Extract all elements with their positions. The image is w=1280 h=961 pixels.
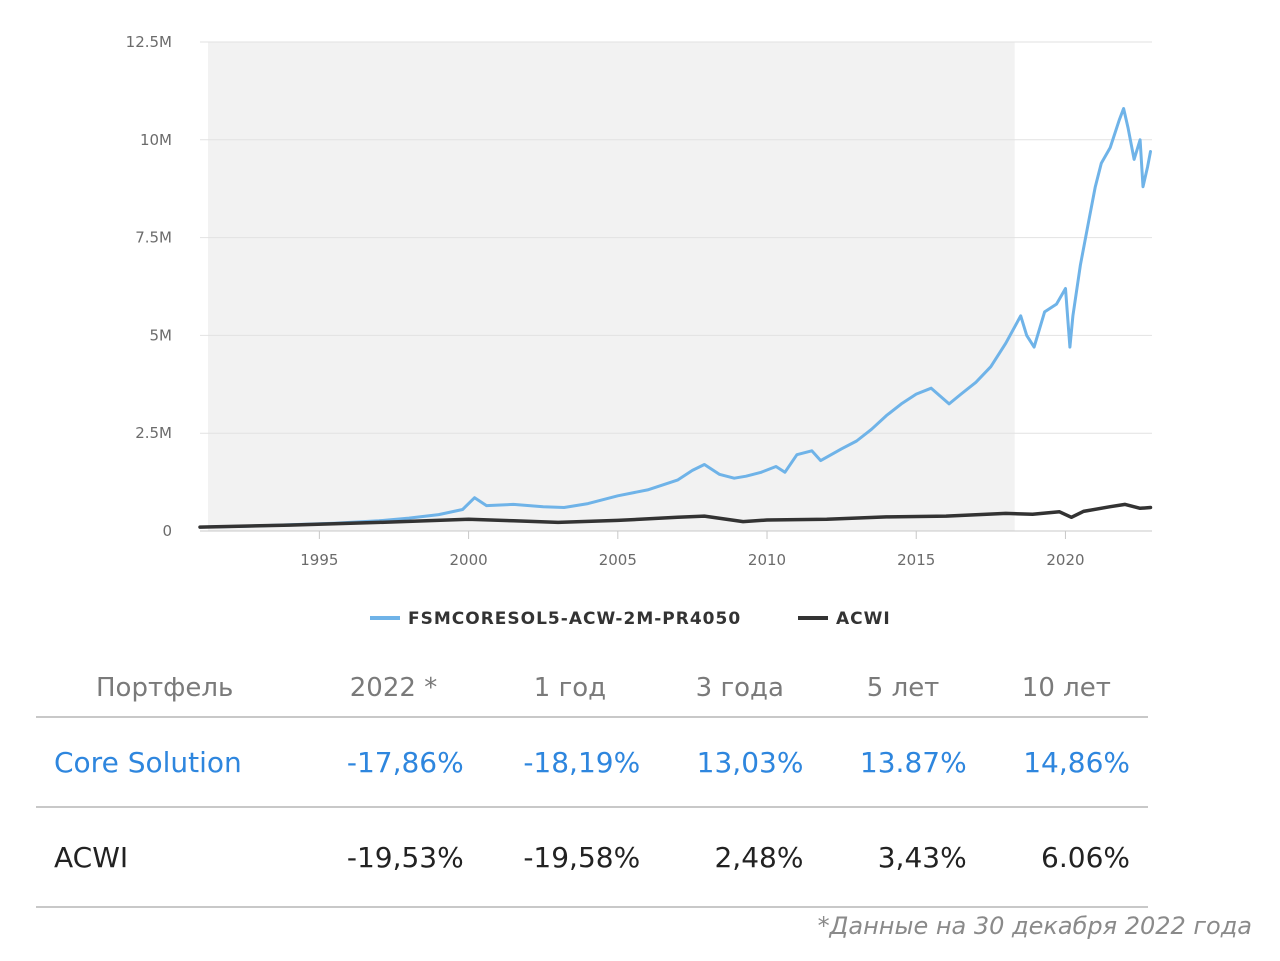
series-line-acwi bbox=[198, 502, 1153, 529]
x-tick-label: 2020 bbox=[1046, 551, 1084, 569]
row-name-core-solution: Core Solution bbox=[54, 745, 242, 779]
y-tick-label: 0 bbox=[162, 522, 172, 540]
series-line-fsmcoresol5 bbox=[198, 107, 1152, 529]
cell-value: 6.06% bbox=[1041, 840, 1130, 874]
y-axis-ticks: 0 2.5M 5M 7.5M 10M 12.5M bbox=[126, 33, 172, 540]
cell-value: -17,86% bbox=[346, 745, 464, 779]
header-1-year: 1 год bbox=[533, 673, 607, 703]
legend-label-acwi[interactable]: ACWI bbox=[836, 609, 891, 629]
cell-value: 3,43% bbox=[877, 840, 967, 874]
cell-value: 2,48% bbox=[714, 840, 804, 874]
y-tick-label: 2.5M bbox=[135, 424, 172, 442]
header-3-years: 3 года bbox=[695, 673, 784, 703]
performance-line-chart: 0 2.5M 5M 7.5M 10M 12.5M 1995 2000 2005 2010 2015… bbox=[126, 33, 1153, 629]
x-tick-label: 2005 bbox=[599, 551, 637, 569]
row-name-acwi: ACWI bbox=[54, 840, 129, 874]
x-tick-label: 1995 bbox=[300, 551, 338, 569]
cell-value: 13,03% bbox=[696, 745, 804, 779]
table-header-row: Портфель 2022 * 1 год 3 года 5 лет 10 ле… bbox=[36, 660, 1148, 717]
header-2022: 2022 * bbox=[349, 673, 438, 703]
x-tick-label: 2000 bbox=[449, 551, 487, 569]
y-tick-label: 10M bbox=[140, 131, 172, 149]
shaded-region bbox=[208, 42, 1015, 531]
y-tick-label: 7.5M bbox=[135, 229, 172, 247]
footnote: *Данные на 30 декабря 2022 года bbox=[817, 912, 1252, 940]
legend-label-fsmcoresol5[interactable]: FSMCORESOL5-ACW-2M-PR4050 bbox=[408, 609, 741, 629]
cell-value: -18,19% bbox=[523, 745, 641, 779]
x-tick-label: 2015 bbox=[897, 551, 935, 569]
x-axis-ticks: 1995 2000 2005 2010 2015 2020 bbox=[300, 531, 1085, 569]
gridlines bbox=[200, 41, 1152, 532]
cell-value: -19,53% bbox=[346, 840, 464, 874]
y-tick-label: 5M bbox=[150, 326, 173, 344]
cell-value: 13.87% bbox=[859, 745, 967, 779]
header-5-years: 5 лет bbox=[866, 673, 940, 703]
legend[interactable]: FSMCORESOL5-ACW-2M-PR4050 ACWI bbox=[370, 609, 891, 629]
y-tick-label: 12.5M bbox=[126, 33, 172, 51]
chart-container: 0 2.5M 5M 7.5M 10M 12.5M 1995 2000 2005 2010 2015… bbox=[126, 33, 1153, 629]
returns-table: Портфель 2022 * 1 год 3 года 5 лет 10 ле… bbox=[36, 660, 1148, 908]
cell-value: -19,58% bbox=[523, 840, 641, 874]
header-portfolio: Портфель bbox=[96, 673, 234, 703]
table-row-core-solution: Core Solution -17,86% -18,19% 13,03% 13.… bbox=[36, 717, 1148, 807]
header-10-years: 10 лет bbox=[1021, 673, 1111, 703]
x-tick-label: 2010 bbox=[748, 551, 786, 569]
series-lines bbox=[198, 107, 1153, 529]
cell-value: 14,86% bbox=[1023, 745, 1130, 779]
table-row-acwi: ACWI -19,53% -19,58% 2,48% 3,43% 6.06% bbox=[36, 807, 1148, 907]
